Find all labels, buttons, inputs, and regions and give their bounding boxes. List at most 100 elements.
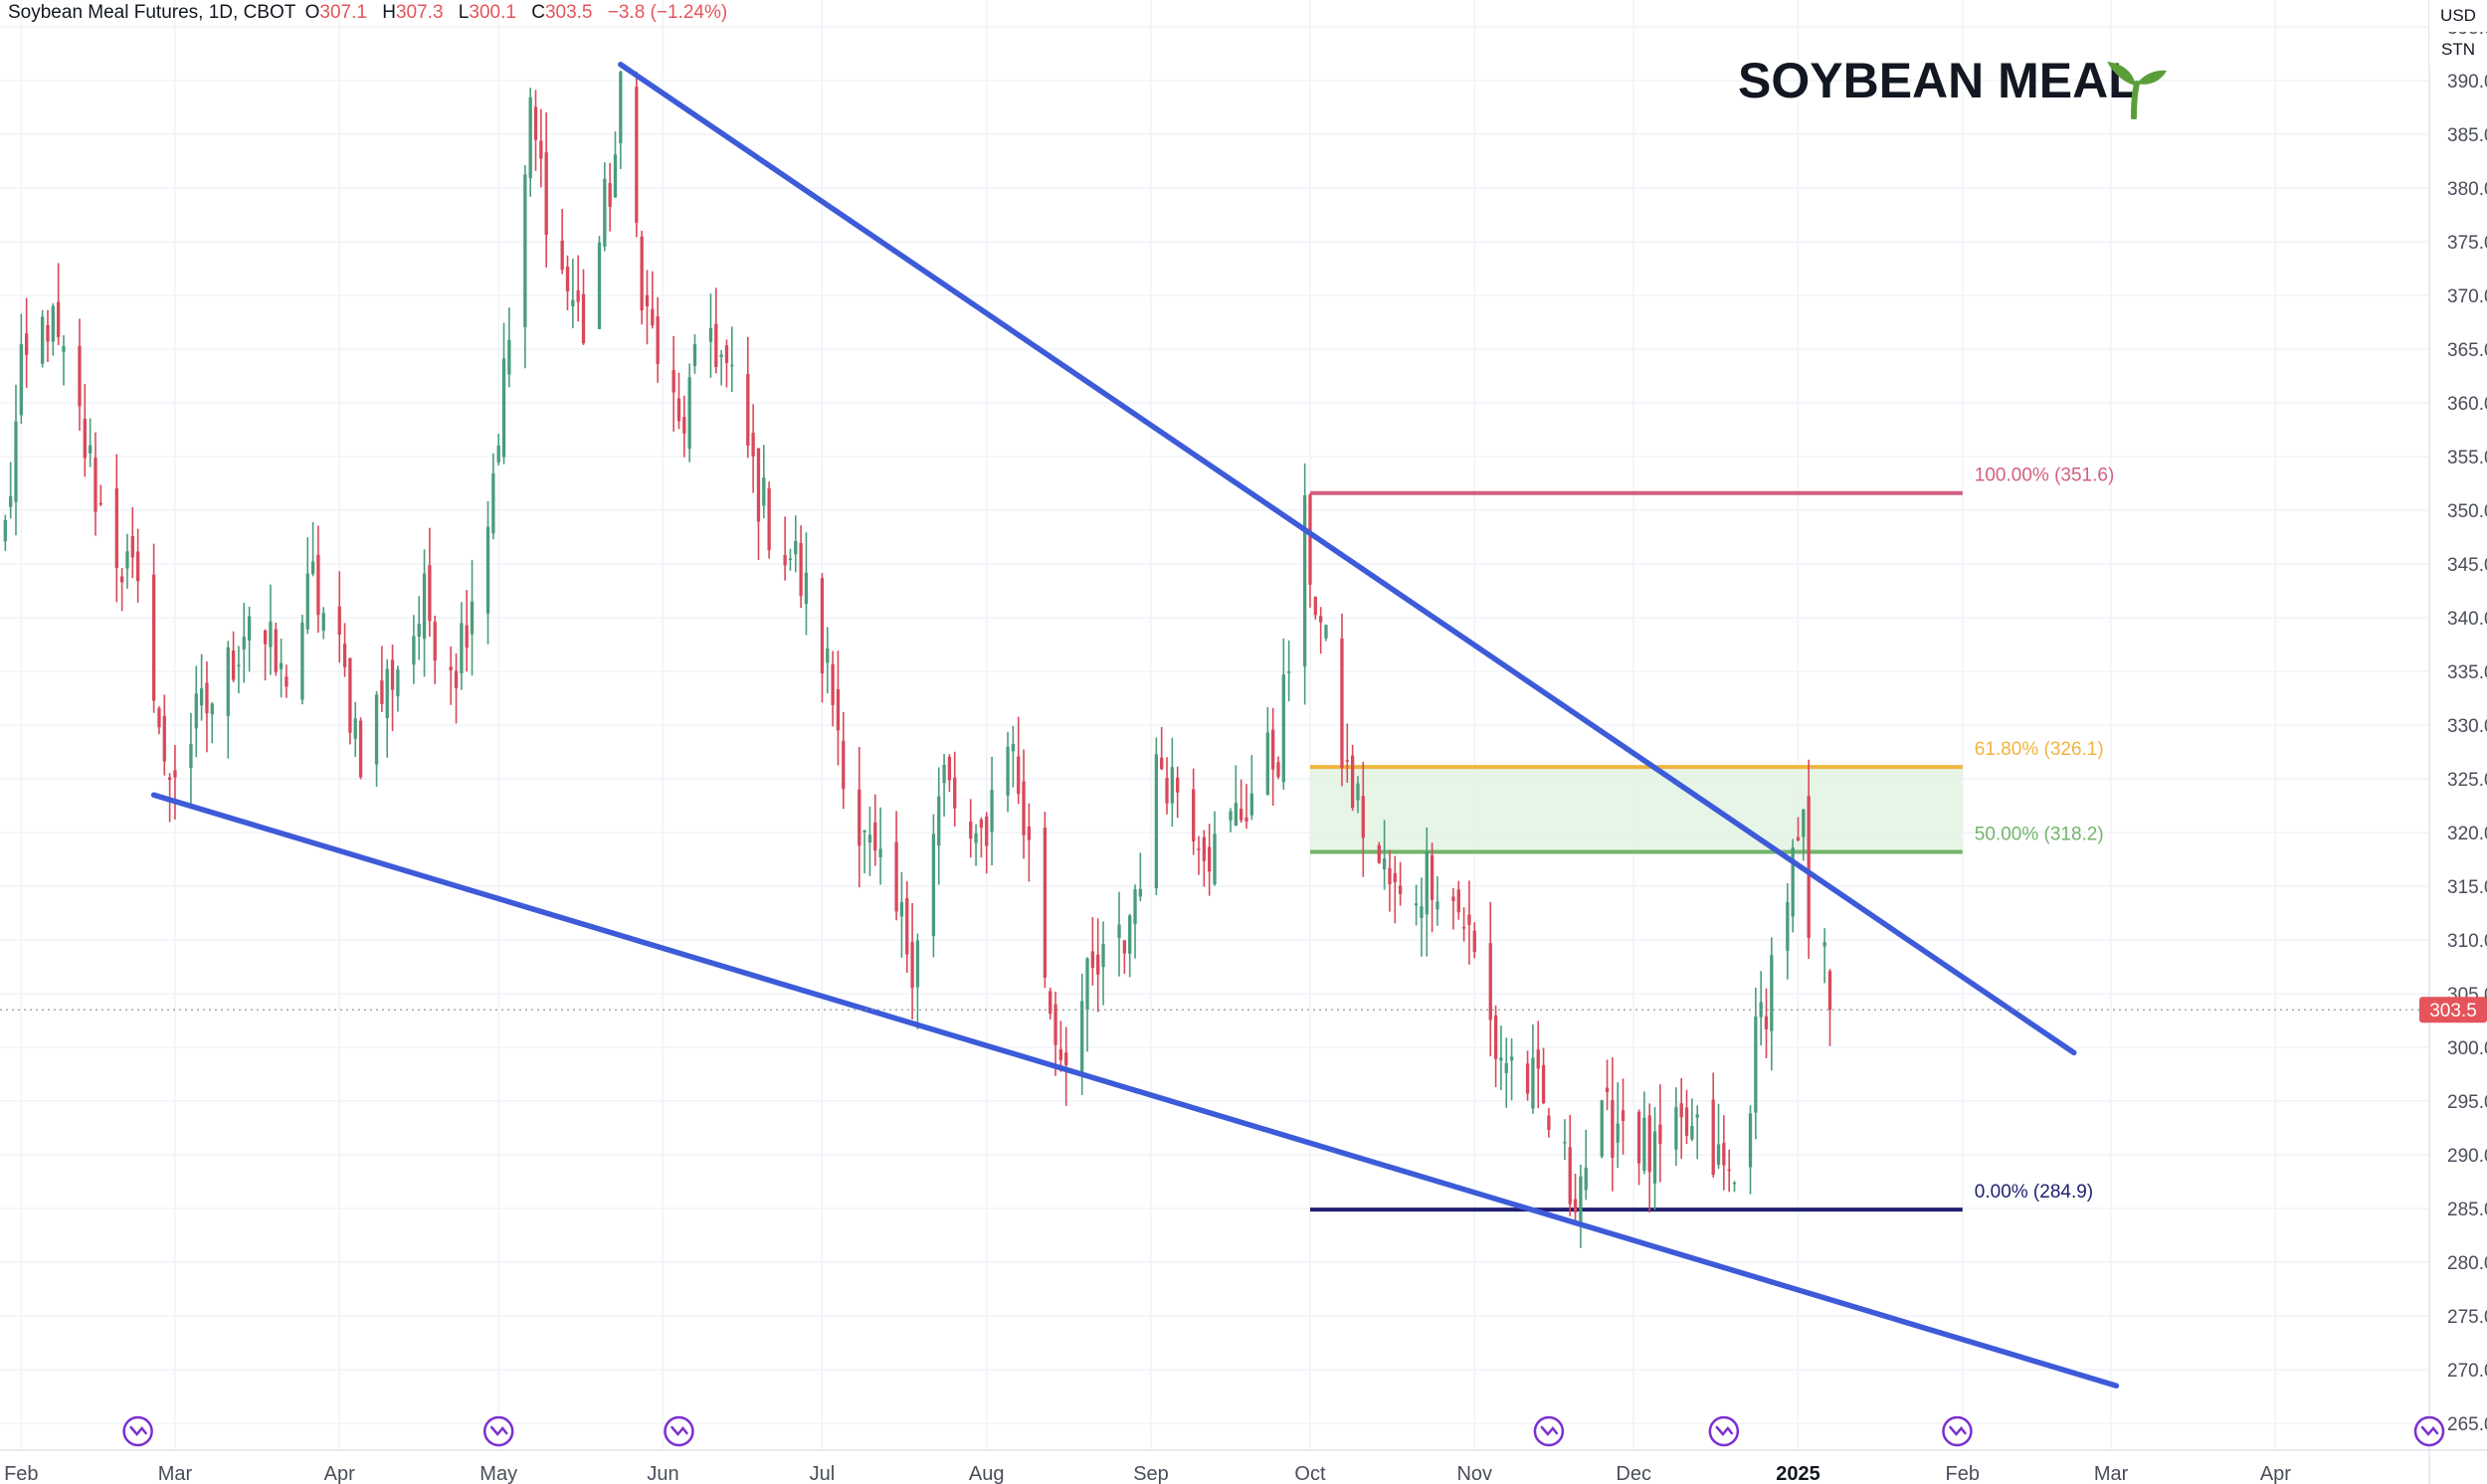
- price-tick-label: 355.0: [2447, 448, 2487, 468]
- candle-body: [1616, 1123, 1620, 1143]
- candle-body: [539, 140, 543, 159]
- time-tick-label: 2025: [1776, 1463, 1820, 1484]
- candle-body: [1579, 1176, 1583, 1226]
- time-tick-label: Feb: [1946, 1463, 1980, 1484]
- candle-body: [390, 659, 395, 690]
- candle-body: [1017, 756, 1021, 795]
- candle-body: [119, 576, 124, 583]
- candle-body: [285, 676, 288, 687]
- candle-body: [708, 327, 713, 342]
- candle-body: [422, 573, 427, 640]
- candle-body: [1807, 796, 1811, 939]
- candle-body: [1451, 896, 1455, 901]
- currency-button[interactable]: USD: [2428, 0, 2487, 32]
- candle-body: [1425, 851, 1429, 915]
- candle-body: [1265, 732, 1269, 795]
- candle-body: [751, 433, 755, 457]
- price-tick-label: 320.0: [2447, 824, 2487, 844]
- candle-body: [1324, 625, 1328, 639]
- candle-body: [242, 637, 246, 649]
- unit-button[interactable]: STN: [2428, 34, 2487, 66]
- candle-body: [3, 519, 7, 542]
- open-key: O: [304, 2, 320, 23]
- candle-body: [1176, 777, 1180, 793]
- candle-body: [189, 743, 193, 769]
- event-marker-icon[interactable]: [1942, 1415, 1973, 1447]
- candle-body: [1568, 1147, 1572, 1205]
- candle-body: [485, 526, 490, 614]
- price-tick-label: 360.0: [2447, 394, 2487, 415]
- price-tick-label: 300.0: [2447, 1038, 2487, 1059]
- candle-body: [533, 106, 538, 140]
- candle-body: [842, 740, 846, 790]
- price-tick-label: 345.0: [2447, 555, 2487, 576]
- candle-body: [1764, 1016, 1769, 1029]
- event-marker-arrow: [2420, 1425, 2439, 1436]
- candle-body: [1340, 638, 1344, 768]
- candle-body: [804, 572, 809, 605]
- candle-body: [1165, 778, 1169, 804]
- event-marker-icon[interactable]: [122, 1415, 153, 1447]
- candle-body: [205, 682, 209, 714]
- candle-body: [25, 333, 29, 355]
- candle-body: [1382, 858, 1387, 870]
- trendline-upper[interactable]: [618, 62, 2077, 1056]
- candle-body: [470, 601, 475, 635]
- event-marker-arrow: [1540, 1425, 1559, 1436]
- candle-body: [9, 495, 13, 507]
- fib-zone: [1309, 767, 1963, 852]
- candle-body: [396, 669, 400, 697]
- candle-body: [130, 535, 134, 558]
- event-marker-arrow: [1715, 1425, 1734, 1436]
- candle-body: [931, 834, 936, 937]
- candle-body: [1133, 889, 1137, 925]
- candle-body: [83, 418, 87, 459]
- candle-body: [14, 421, 18, 502]
- candle-body: [507, 339, 511, 375]
- candle-body: [1642, 1117, 1646, 1171]
- candle-body: [237, 664, 241, 666]
- candle-body: [528, 96, 532, 179]
- candle-body: [348, 657, 352, 733]
- candle-body: [878, 848, 882, 858]
- candle-body: [645, 294, 650, 307]
- event-marker-icon[interactable]: [1533, 1415, 1565, 1447]
- candle-body: [1286, 671, 1291, 673]
- candle-body: [1493, 1015, 1498, 1059]
- candle-body: [1547, 1115, 1551, 1131]
- fib-level-label: 0.00% (284.9): [1975, 1182, 2093, 1203]
- candle-body: [1244, 817, 1248, 822]
- candle-body: [1770, 955, 1774, 1031]
- candle-body: [465, 625, 469, 649]
- candle-body: [1414, 903, 1419, 906]
- candle-body: [1350, 755, 1355, 809]
- candle-body: [342, 644, 347, 667]
- event-marker-icon[interactable]: [1708, 1415, 1740, 1447]
- candle-body: [1302, 495, 1307, 667]
- candle-body: [162, 715, 166, 762]
- trendline-lower[interactable]: [150, 792, 2120, 1389]
- candle-body: [1786, 902, 1790, 951]
- candle-body: [523, 174, 527, 327]
- candle-body: [1791, 847, 1795, 917]
- event-marker-icon[interactable]: [482, 1415, 514, 1447]
- fib-level-label: 50.00% (318.2): [1975, 824, 2104, 844]
- candle-body: [915, 940, 920, 988]
- price-tick-label: 280.0: [2447, 1253, 2487, 1274]
- event-marker-icon[interactable]: [664, 1415, 694, 1447]
- price-tick-label: 325.0: [2447, 770, 2487, 791]
- candle-body: [231, 649, 236, 680]
- candle-body: [173, 770, 177, 778]
- candle-body: [1027, 826, 1032, 840]
- candle-body: [41, 316, 45, 364]
- candle-body: [1636, 1111, 1641, 1164]
- event-marker-icon[interactable]: [2413, 1415, 2445, 1447]
- candle-body: [937, 796, 941, 846]
- candle-body: [719, 354, 723, 357]
- candle-body: [1611, 1100, 1615, 1158]
- candle-body: [608, 183, 612, 207]
- candle-body: [1138, 888, 1143, 897]
- candle-body: [226, 647, 230, 716]
- candle-body: [1563, 1142, 1567, 1144]
